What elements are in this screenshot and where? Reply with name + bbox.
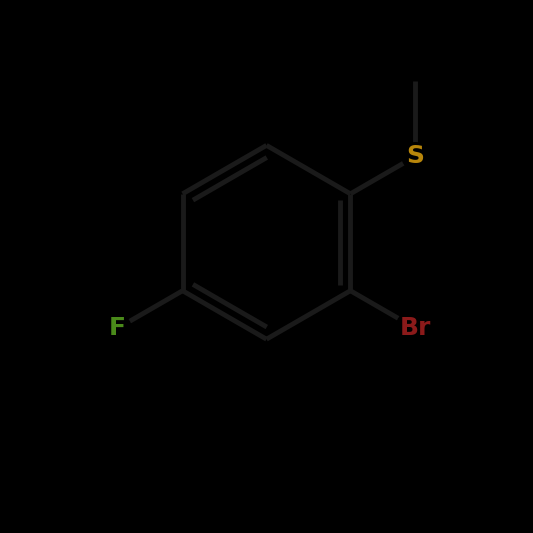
Text: F: F xyxy=(109,316,126,340)
Circle shape xyxy=(396,309,435,348)
Circle shape xyxy=(402,143,429,170)
Text: S: S xyxy=(407,144,424,168)
Circle shape xyxy=(104,314,131,342)
Text: Br: Br xyxy=(400,316,431,340)
